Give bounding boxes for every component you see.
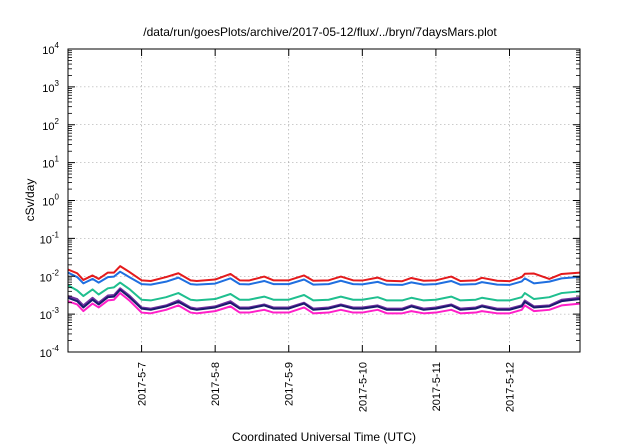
y-tick-label: 102 <box>42 117 59 133</box>
series-line-1 <box>67 265 581 283</box>
chart-title: /data/run/goesPlots/archive/2017-05-12/f… <box>143 25 497 39</box>
y-tick-label: 10-1 <box>40 230 60 246</box>
grid <box>68 49 580 352</box>
y-tick-label: 10-2 <box>40 268 60 284</box>
y-tick-label: 10-4 <box>40 344 60 360</box>
series-group <box>67 265 581 315</box>
x-tick-label: 2017-5-8 <box>210 362 222 406</box>
x-axis: 2017-5-7 2017-5-8 2017-5-9 2017-5-10 2017-5-… <box>137 49 516 412</box>
series-line-4 <box>67 287 581 310</box>
y-axis-label: cSv/day <box>23 179 37 222</box>
y-tick-label: 103 <box>42 79 59 95</box>
series-line-2 <box>67 270 581 286</box>
x-axis-label: Coordinated Universal Time (UTC) <box>232 430 416 444</box>
y-axis: 104 103 102 101 100 10-1 10-2 10-3 10-4 <box>40 41 580 360</box>
series-line-5 <box>67 288 581 311</box>
x-tick-label: 2017-5-9 <box>284 362 296 406</box>
y-tick-label: 104 <box>42 41 59 57</box>
y-tick-label: 101 <box>42 155 59 171</box>
series-line-3 <box>67 281 581 302</box>
x-tick-label: 2017-5-10 <box>357 362 369 412</box>
x-tick-label: 2017-5-11 <box>431 362 443 411</box>
x-tick-label: 2017-5-7 <box>137 362 149 406</box>
y-tick-label: 10-3 <box>40 306 60 322</box>
y-tick-label: 100 <box>42 193 59 209</box>
x-tick-label: 2017-5-12 <box>504 362 516 412</box>
series-line-6 <box>67 292 581 315</box>
